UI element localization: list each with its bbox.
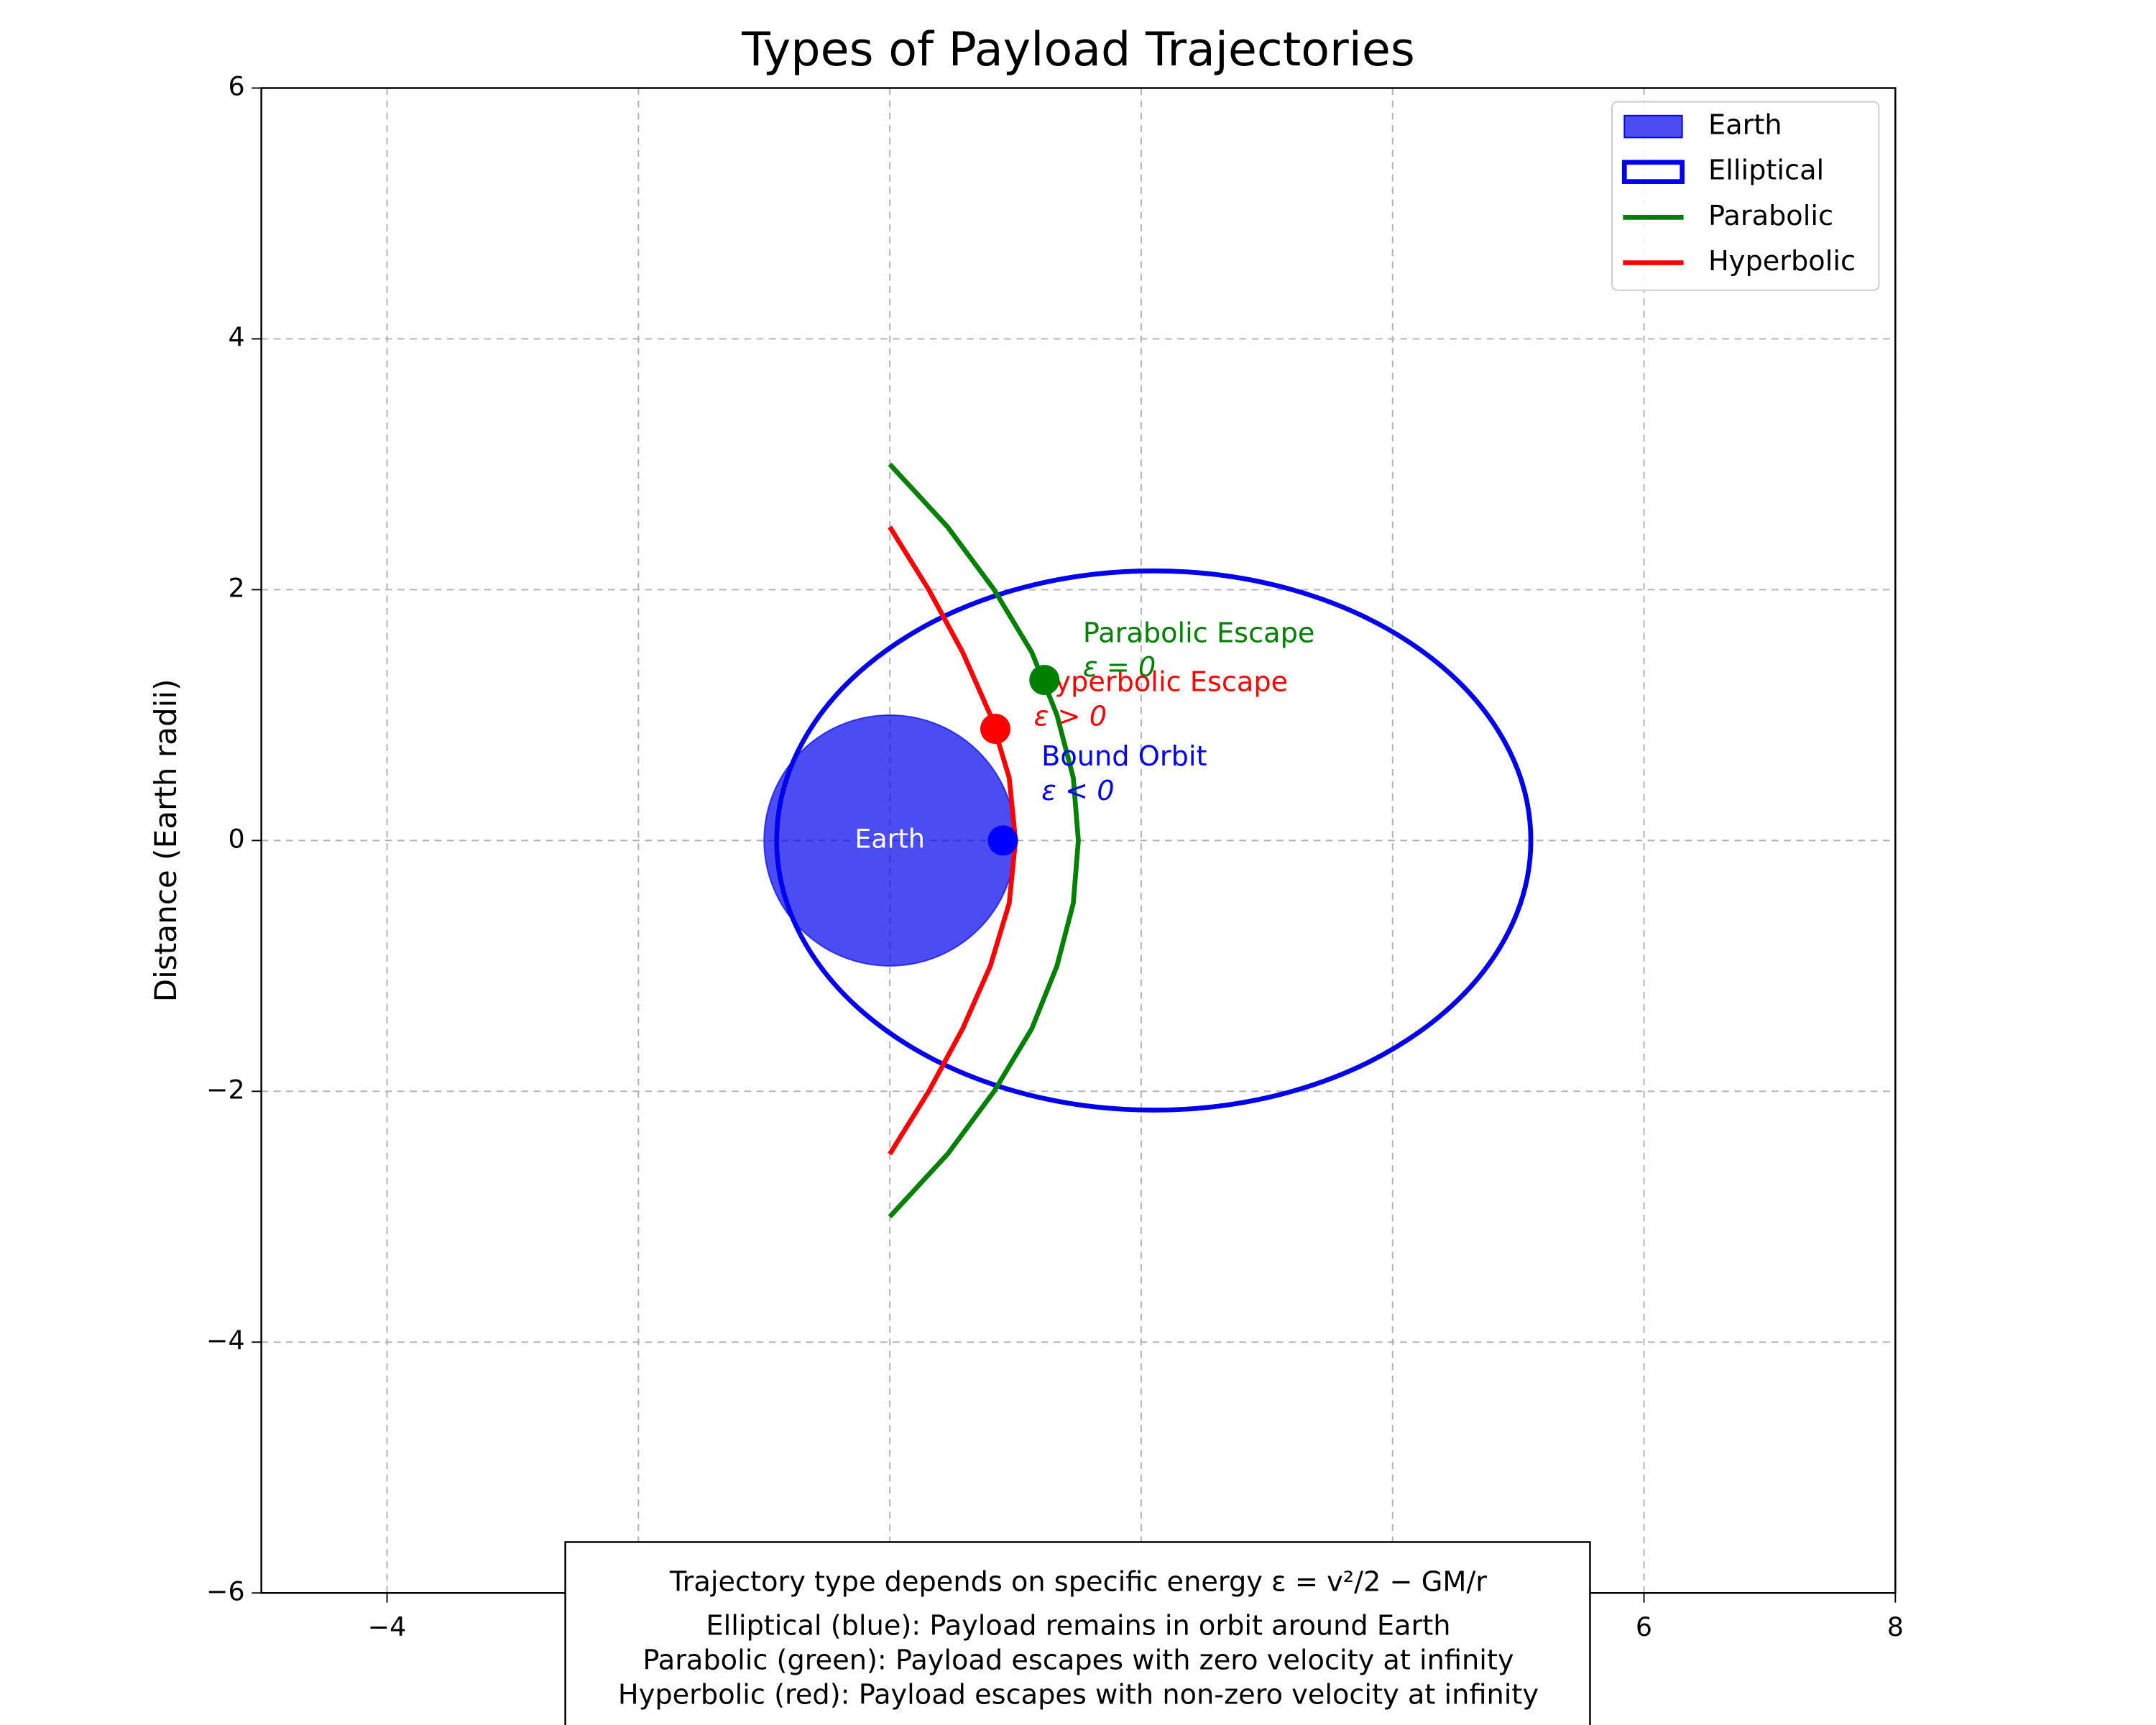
y-tick-label: 4 — [229, 321, 245, 352]
x-tick-label: 6 — [1636, 1611, 1652, 1642]
note-line: Parabolic (green): Payload escapes with … — [642, 1644, 1514, 1676]
annotation: ε > 0 — [1034, 700, 1107, 732]
y-axis-label: Distance (Earth radii) — [148, 678, 183, 1002]
legend-swatch — [1623, 114, 1683, 139]
marker — [980, 714, 1011, 745]
marker — [987, 825, 1018, 856]
legend: Earth Elliptical Parabolic Hyperbolic — [1611, 101, 1880, 291]
note-box — [564, 1541, 1591, 1725]
legend-swatch — [1621, 160, 1685, 184]
y-tick-label: 6 — [229, 70, 245, 101]
annotation: Hyperbolic Escape — [1034, 666, 1289, 698]
chart-title: Types of Payload Trajectories — [741, 23, 1415, 77]
trajectory-line — [888, 462, 1081, 1219]
legend-box — [1611, 101, 1880, 291]
note-line: Trajectory type depends on specific ener… — [669, 1565, 1487, 1598]
marker — [1029, 664, 1060, 696]
legend-label: Elliptical — [1708, 155, 1824, 187]
y-tick-label: 2 — [229, 572, 245, 603]
y-tick-label: 0 — [229, 823, 245, 854]
legend-label: Parabolic — [1708, 200, 1833, 232]
x-tick-label: 8 — [1887, 1611, 1904, 1642]
note-line: Elliptical (blue): Payload remains in or… — [706, 1610, 1450, 1642]
earth-label: Earth — [854, 823, 925, 854]
annotation: Bound Orbit — [1041, 740, 1207, 773]
legend-label: Hyperbolic — [1708, 245, 1856, 277]
annotation: ε < 0 — [1041, 775, 1114, 807]
annotation: ε = 0 — [1083, 651, 1156, 684]
y-tick-label: −4 — [206, 1325, 245, 1356]
elliptical-orbit — [774, 568, 1534, 1113]
y-tick-label: −6 — [206, 1576, 245, 1606]
note-line: Hyperbolic (red): Payload escapes with n… — [618, 1678, 1539, 1711]
legend-label: Earth — [1708, 109, 1782, 142]
y-tick-label: −2 — [206, 1074, 245, 1105]
x-tick-label: −4 — [368, 1611, 407, 1642]
annotation: Parabolic Escape — [1083, 617, 1315, 649]
